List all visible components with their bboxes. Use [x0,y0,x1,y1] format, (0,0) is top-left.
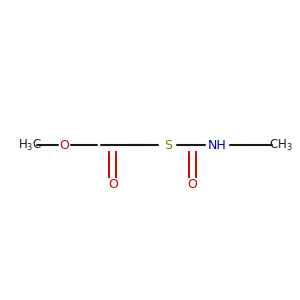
Text: O: O [108,178,118,191]
Text: NH: NH [207,139,226,152]
Text: CH$_3$: CH$_3$ [269,137,292,153]
Text: H$_3$C: H$_3$C [17,137,42,153]
Text: O: O [60,139,70,152]
Text: S: S [164,139,172,152]
Text: O: O [187,178,197,191]
